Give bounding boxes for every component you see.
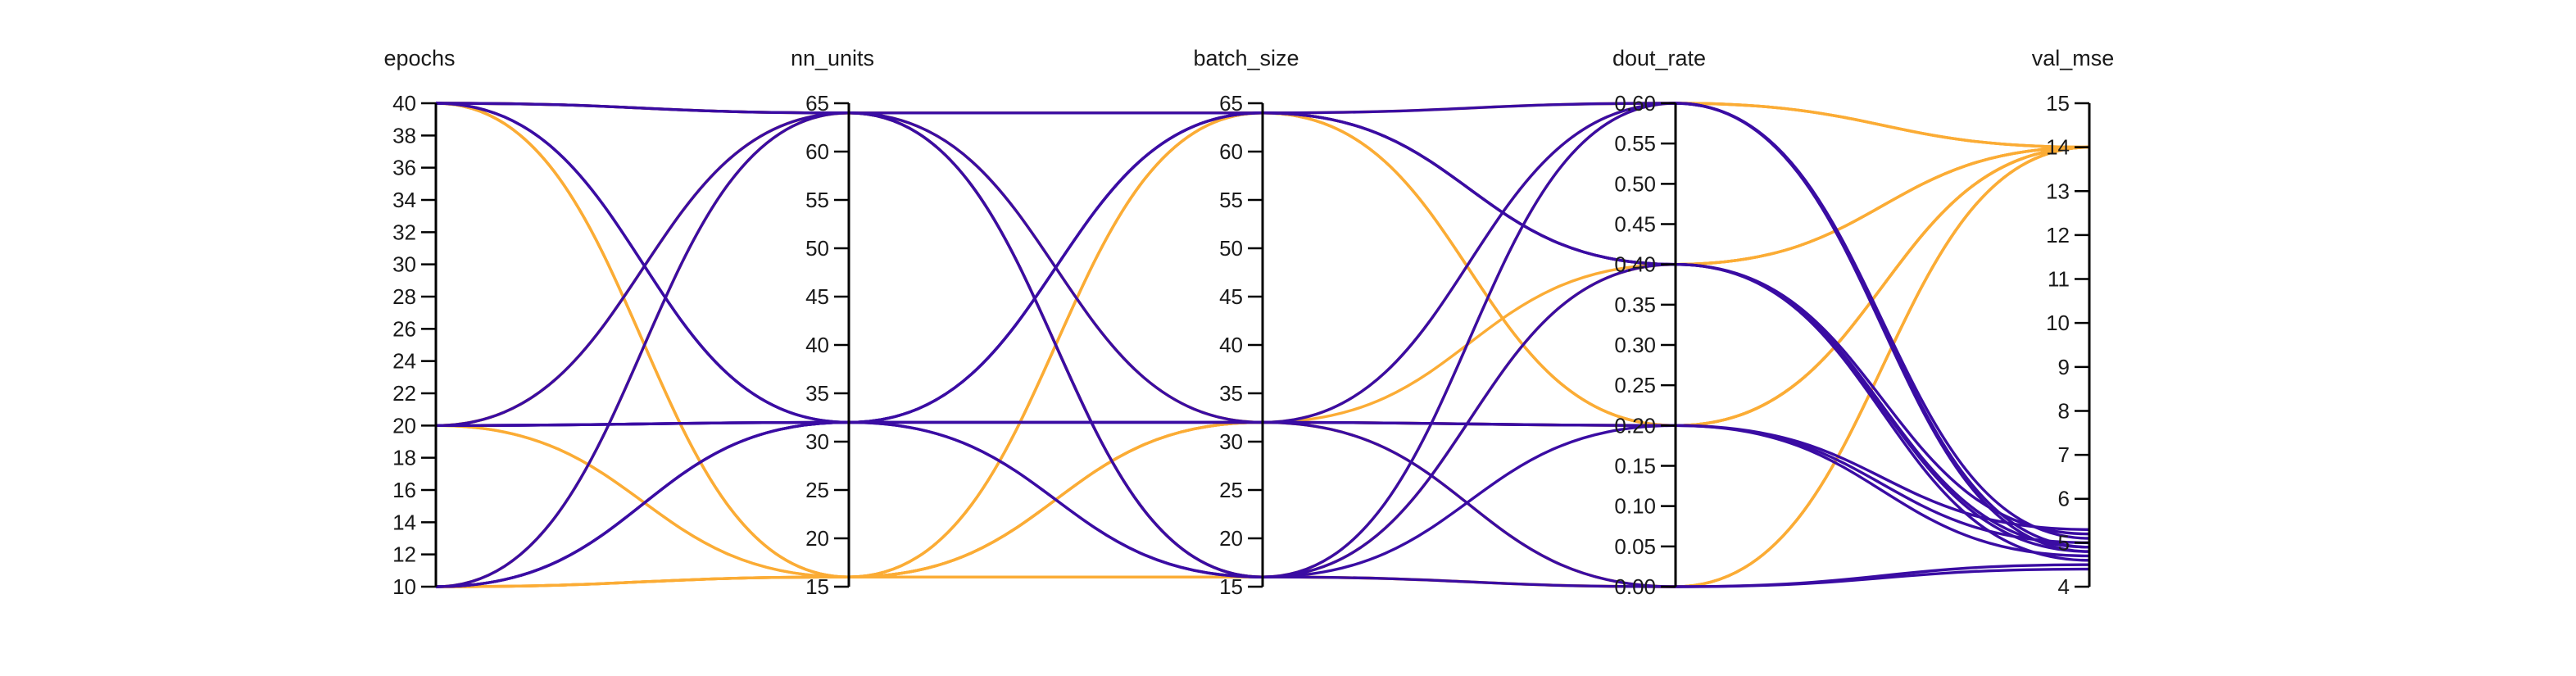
tick-label: 30 [805, 429, 829, 454]
tick-label: 20 [805, 526, 829, 551]
tick-label: 45 [805, 284, 829, 309]
tick-label: 40 [805, 333, 829, 357]
axis-title-batch_size: batch_size [1193, 46, 1299, 70]
axis-batch_size: batch_size 15 20 25 30 35 40 45 50 55 60 65 [1193, 46, 1299, 599]
tick-label: 55 [805, 188, 829, 212]
tick-label: 5 [2058, 530, 2070, 555]
tick-label: 34 [392, 188, 416, 212]
tick-label: 0.60 [1614, 91, 1656, 116]
tick-label: 15 [1219, 574, 1243, 599]
tick-label: 0.15 [1614, 454, 1656, 479]
tick-label: 0.45 [1614, 212, 1656, 237]
tick-label: 10 [392, 574, 416, 599]
tick-label: 0.40 [1614, 252, 1656, 277]
tick-label: 40 [1219, 333, 1243, 357]
tick-label: 35 [1219, 381, 1243, 406]
tick-label: 7 [2058, 442, 2070, 467]
axis-nn_units: nn_units 15 20 25 30 35 40 45 50 55 60 65 [791, 46, 874, 599]
tick-label: 11 [2048, 267, 2070, 292]
tick-label: 30 [1219, 429, 1243, 454]
tick-label: 38 [392, 123, 416, 147]
axes-layer: epochs10121416182022242628303234363840nn… [383, 46, 2114, 599]
tick-label: 4 [2058, 574, 2070, 599]
tick-label: 0.50 [1614, 171, 1656, 196]
tick-label: 8 [2058, 398, 2070, 423]
axis-title-nn_units: nn_units [791, 46, 874, 70]
axis-title-epochs: epochs [383, 46, 455, 70]
tick-label: 22 [392, 381, 416, 406]
tick-label: 60 [1219, 139, 1243, 164]
tick-label: 12 [2046, 223, 2070, 247]
record-line-9 [435, 420, 2090, 588]
tick-label: 0.25 [1614, 373, 1656, 397]
axis-val_mse: val_mse 4 5 6 7 8 9 10 11 12 13 14 15 [2032, 46, 2115, 599]
tick-label: 50 [1219, 236, 1243, 261]
tick-label: 10 [2046, 311, 2070, 335]
tick-label: 40 [392, 91, 416, 116]
tick-label: 32 [392, 220, 416, 244]
tick-label: 35 [805, 381, 829, 406]
tick-label: 18 [392, 446, 416, 470]
tick-label: 20 [1219, 526, 1243, 551]
tick-label: 28 [392, 284, 416, 309]
tick-label: 14 [392, 510, 416, 534]
axis-title-val_mse: val_mse [2032, 46, 2115, 70]
tick-label: 16 [392, 478, 416, 502]
tick-label: 14 [2046, 135, 2070, 160]
polylines-layer [435, 102, 2090, 588]
tick-label: 24 [392, 349, 416, 374]
tick-label: 65 [1219, 91, 1243, 116]
axis-dout_rate: dout_rate 0.00 0.05 0.10 0.15 0.20 0.25 0.30 0.3… [1612, 46, 1706, 599]
tick-label: 0.30 [1614, 333, 1656, 357]
tick-label: 0.10 [1614, 494, 1656, 519]
tick-label: 0.55 [1614, 131, 1656, 156]
tick-label: 13 [2046, 179, 2070, 203]
tick-label: 45 [1219, 284, 1243, 309]
tick-label: 25 [1219, 478, 1243, 502]
tick-label: 36 [392, 156, 416, 180]
tick-label: 20 [392, 413, 416, 438]
tick-label: 15 [805, 574, 829, 599]
tick-label: 30 [392, 252, 416, 277]
tick-label: 6 [2058, 487, 2070, 511]
tick-label: 0.35 [1614, 293, 1656, 317]
tick-label: 0.00 [1614, 574, 1656, 599]
tick-label: 0.20 [1614, 413, 1656, 438]
tick-label: 50 [805, 236, 829, 261]
tick-label: 26 [392, 316, 416, 341]
tick-label: 12 [392, 542, 416, 567]
tick-label: 60 [805, 139, 829, 164]
axis-epochs: epochs 10 12 14 16 18 20 22 24 26 28 30 32 34 36 38 40 [383, 46, 455, 599]
tick-label: 65 [805, 91, 829, 116]
axis-title-dout_rate: dout_rate [1612, 46, 1706, 70]
tick-label: 15 [2046, 91, 2070, 116]
tick-label: 9 [2058, 355, 2070, 379]
tick-label: 25 [805, 478, 829, 502]
tick-label: 55 [1219, 188, 1243, 212]
tick-label: 0.05 [1614, 534, 1656, 559]
